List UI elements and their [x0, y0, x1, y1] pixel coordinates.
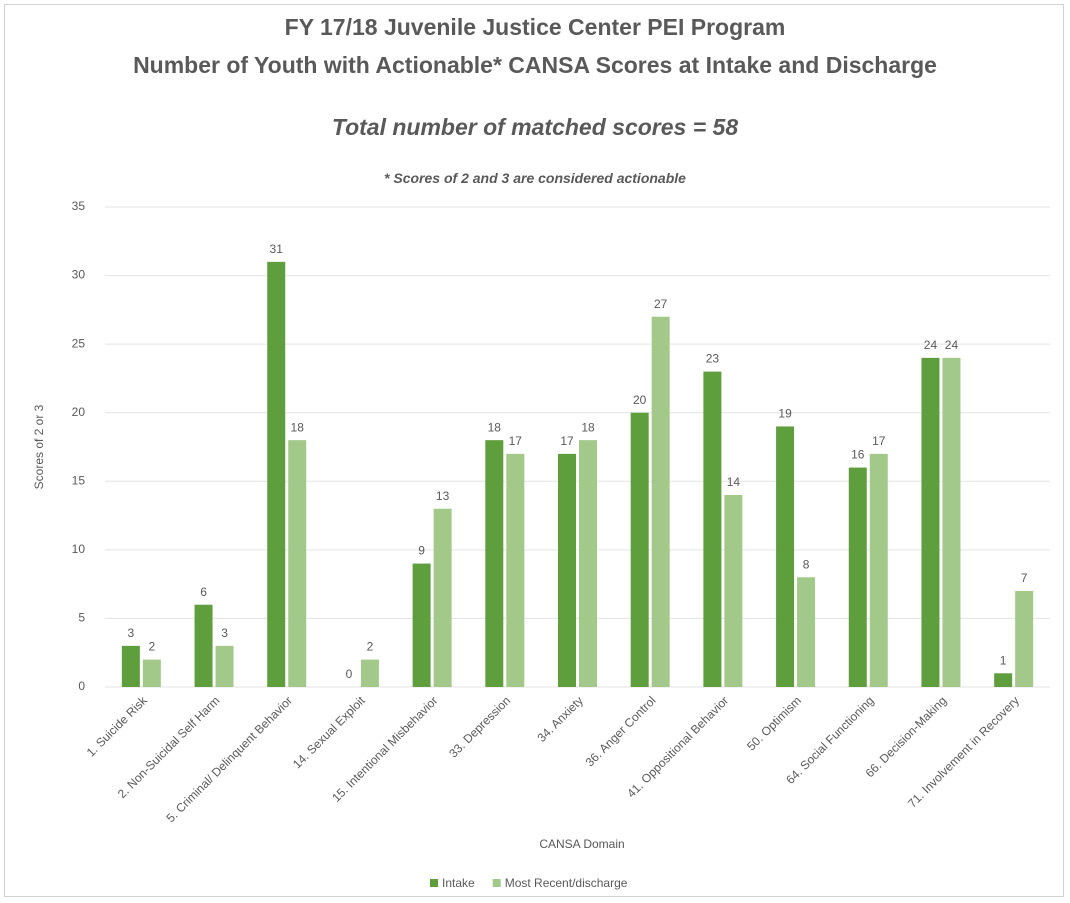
x-tick-label: 1. Suicide Risk	[84, 693, 151, 760]
data-label: 24	[924, 338, 938, 352]
legend-swatch	[430, 879, 438, 887]
data-label: 20	[633, 393, 647, 407]
data-label: 3	[221, 626, 228, 640]
bar	[869, 453, 888, 687]
legend-label: Most Recent/discharge	[505, 876, 628, 890]
chart-title: Number of Youth with Actionable* CANSA S…	[133, 52, 937, 78]
bar	[267, 261, 286, 687]
chart-subtitle: * Scores of 2 and 3 are considered actio…	[384, 170, 686, 186]
y-tick-label: 10	[72, 542, 86, 556]
data-label: 17	[560, 434, 574, 448]
data-label: 17	[509, 434, 523, 448]
data-label: 0	[346, 667, 353, 681]
chart-title: FY 17/18 Juvenile Justice Center PEI Pro…	[284, 14, 786, 40]
data-label: 19	[778, 407, 792, 421]
x-tick-label: 14. Sexual Exploit	[290, 693, 368, 771]
bar	[142, 659, 161, 687]
bar	[921, 357, 940, 687]
data-label: 9	[418, 544, 425, 558]
data-label: 31	[270, 242, 284, 256]
bar	[485, 440, 504, 687]
y-tick-label: 20	[72, 405, 86, 419]
x-tick-label: 33. Depression	[446, 693, 513, 760]
x-tick-label: 66. Decision-Making	[863, 693, 950, 780]
data-label: 24	[945, 338, 959, 352]
bar	[630, 412, 649, 687]
data-label: 14	[727, 475, 741, 489]
y-tick-label: 5	[78, 611, 85, 625]
bar	[412, 563, 431, 687]
x-tick-label: 5. Criminal/ Delinquent Behavior	[164, 693, 296, 825]
bar	[703, 371, 722, 687]
legend-swatch	[492, 879, 501, 887]
data-label: 8	[803, 557, 810, 571]
data-label: 18	[291, 420, 305, 434]
x-tick-label: 36. Anger Control	[583, 693, 659, 769]
chart-frame	[4, 4, 1064, 897]
data-label: 27	[654, 297, 668, 311]
data-label: 16	[851, 448, 865, 462]
data-label: 2	[149, 640, 156, 654]
x-axis-label: CANSA Domain	[539, 837, 624, 851]
bar	[194, 604, 213, 687]
data-label: 18	[488, 420, 502, 434]
bar	[848, 467, 867, 687]
bar	[651, 316, 670, 687]
data-label: 6	[200, 585, 207, 599]
bar	[994, 673, 1013, 687]
data-label: 17	[872, 434, 886, 448]
data-label: 13	[436, 489, 450, 503]
y-tick-label: 25	[72, 336, 86, 350]
data-label: 18	[581, 420, 595, 434]
bar	[558, 453, 576, 687]
bar	[433, 508, 452, 687]
chart-title: Total number of matched scores = 58	[331, 114, 739, 140]
bar	[1015, 591, 1034, 687]
x-tick-label: 50. Optimism	[744, 693, 804, 753]
data-label: 7	[1021, 571, 1028, 585]
y-axis-label: Scores of 2 or 3	[32, 404, 46, 489]
y-tick-label: 15	[72, 473, 86, 487]
data-label: 23	[706, 352, 720, 366]
x-tick-label: 34. Anxiety	[534, 693, 585, 744]
bar	[506, 453, 525, 687]
bar	[724, 495, 743, 687]
bar	[579, 440, 597, 687]
data-label: 3	[128, 626, 135, 640]
data-label: 1	[1000, 653, 1007, 667]
y-tick-label: 35	[72, 199, 86, 213]
y-tick-label: 0	[78, 679, 85, 693]
bar	[360, 659, 379, 687]
legend-label: Intake	[442, 876, 475, 890]
bar	[121, 645, 140, 687]
bar	[942, 357, 961, 687]
bar	[288, 440, 307, 687]
bar	[797, 577, 816, 687]
bar	[776, 426, 795, 687]
y-tick-label: 30	[72, 268, 86, 282]
bar	[215, 645, 234, 687]
data-label: 2	[367, 640, 374, 654]
